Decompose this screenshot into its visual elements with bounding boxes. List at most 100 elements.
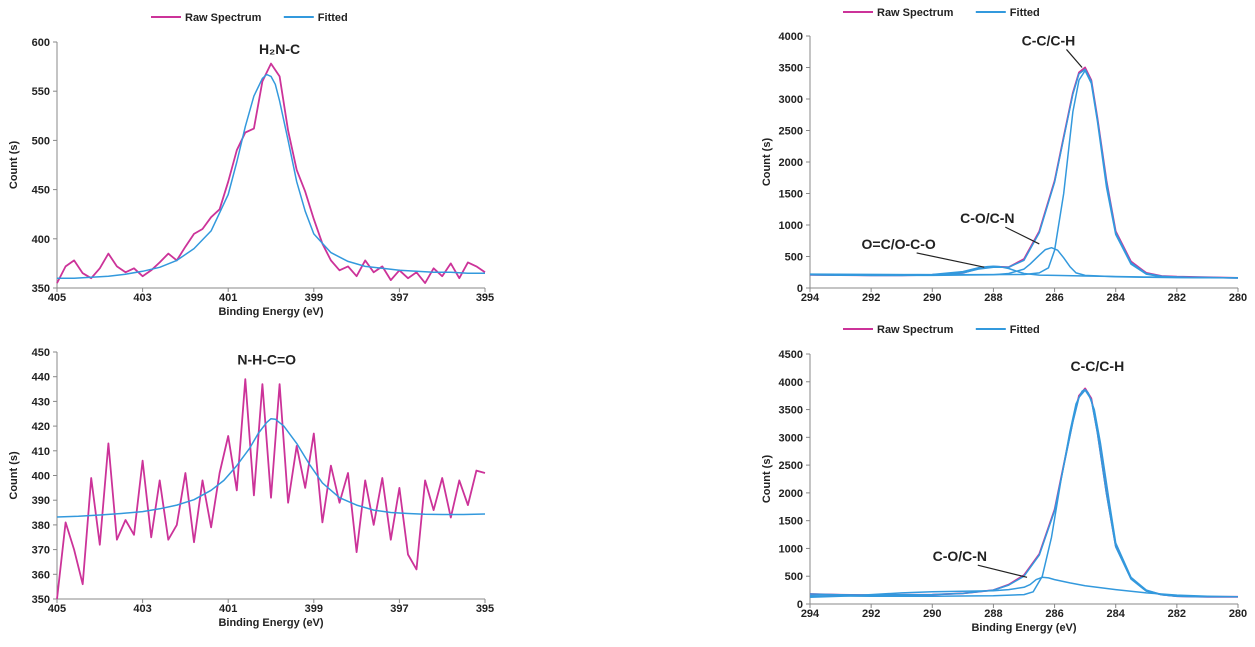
y-tick-label: 0 xyxy=(797,283,803,295)
x-tick-label: 284 xyxy=(1107,608,1126,620)
x-tick-label: 401 xyxy=(219,292,237,304)
legend-label: Fitted xyxy=(1010,324,1040,336)
x-tick-label: 401 xyxy=(219,603,237,615)
y-tick-label: 550 xyxy=(32,86,50,98)
x-tick-label: 397 xyxy=(390,603,408,615)
x-tick-label: 280 xyxy=(1229,608,1247,620)
x-tick-label: 403 xyxy=(133,603,151,615)
chart-legend: Raw Spectrum Fitted xyxy=(843,324,1040,336)
x-tick-label: 399 xyxy=(305,292,323,304)
y-tick-label: 350 xyxy=(32,283,50,295)
y-tick-label: 0 xyxy=(797,599,803,611)
series-c-o-c-n-component-line xyxy=(809,576,1239,599)
legend-label: Fitted xyxy=(318,12,348,24)
legend-label: Fitted xyxy=(1010,7,1040,19)
y-tick-label: 3500 xyxy=(779,63,803,75)
series-fitted-line xyxy=(57,73,485,279)
x-tick-label: 397 xyxy=(390,292,408,304)
x-tick-label: 290 xyxy=(923,292,941,304)
x-tick-label: 294 xyxy=(801,608,820,620)
x-tick-label: 290 xyxy=(923,608,941,620)
legend-label: Raw Spectrum xyxy=(185,12,262,24)
y-tick-label: 1500 xyxy=(779,189,803,201)
peak-annotation: C-O/C-N xyxy=(933,548,987,564)
series-raw-spectrum-line xyxy=(56,378,486,600)
annotation-pointer-line xyxy=(977,564,1028,578)
y-tick-label: 2000 xyxy=(779,157,803,169)
y-tick-label: 4000 xyxy=(779,377,803,389)
y-axis-title: Count (s) xyxy=(761,455,773,504)
y-tick-label: 390 xyxy=(32,495,50,507)
x-tick-label: 286 xyxy=(1045,608,1063,620)
chart-legend: Raw Spectrum Fitted xyxy=(843,7,1040,19)
y-tick-label: 1000 xyxy=(779,543,803,555)
y-tick-label: 2500 xyxy=(779,460,803,472)
x-axis-title: Binding Energy (eV) xyxy=(218,617,323,629)
peak-annotation: O=C/O-C-O xyxy=(862,236,936,252)
x-tick-label: 288 xyxy=(984,608,1002,620)
peak-annotation: C-C/C-H xyxy=(1071,358,1125,374)
x-tick-label: 294 xyxy=(801,292,820,304)
y-tick-label: 360 xyxy=(32,569,50,581)
y-tick-label: 430 xyxy=(32,396,50,408)
series-c-c-c-h-component-line xyxy=(809,388,1238,598)
peak-annotation: C-C/C-H xyxy=(1022,32,1076,48)
y-tick-label: 4000 xyxy=(779,31,803,43)
y-tick-label: 410 xyxy=(32,446,50,458)
y-tick-label: 400 xyxy=(32,471,50,483)
y-tick-label: 500 xyxy=(785,252,803,264)
annotation-pointer-line xyxy=(1066,49,1083,68)
series-c-c-c-h-component-line xyxy=(809,69,1239,279)
x-tick-label: 286 xyxy=(1045,292,1063,304)
y-tick-label: 500 xyxy=(785,571,803,583)
x-tick-label: 395 xyxy=(476,292,494,304)
x-tick-label: 395 xyxy=(476,603,494,615)
y-tick-label: 2000 xyxy=(779,488,803,500)
y-tick-label: 2500 xyxy=(779,126,803,138)
chart-legend: Raw Spectrum Fitted xyxy=(151,12,348,24)
y-tick-label: 420 xyxy=(32,421,50,433)
legend-label: Raw Spectrum xyxy=(877,7,954,19)
y-tick-label: 3000 xyxy=(779,94,803,106)
x-axis-title: Binding Energy (eV) xyxy=(971,622,1076,634)
series-fitted-line xyxy=(56,417,486,518)
peak-annotation: N-H-C=O xyxy=(237,351,296,367)
chart-panel-1: 350 400 450 500 550 600 405 403 401 399 397 395 Bind… xyxy=(8,12,494,318)
chart-panel-2: 0 500 1000 1500 2000 2500 3000 3500 4000 294 292 29… xyxy=(761,7,1247,304)
x-axis-title: Binding Energy (eV) xyxy=(218,306,323,318)
y-axis-title: Count (s) xyxy=(8,141,20,190)
y-tick-label: 1000 xyxy=(779,220,803,232)
y-tick-label: 400 xyxy=(32,234,50,246)
x-tick-label: 405 xyxy=(48,603,66,615)
y-axis-title: Count (s) xyxy=(761,138,773,187)
x-tick-label: 403 xyxy=(133,292,151,304)
x-tick-label: 292 xyxy=(862,292,880,304)
legend-label: Raw Spectrum xyxy=(877,324,954,336)
y-axis-title: Count (s) xyxy=(8,451,20,500)
y-tick-label: 3000 xyxy=(779,432,803,444)
y-tick-label: 1500 xyxy=(779,516,803,528)
chart-panel-3: 350 360 370 380 390 400 410 420 430 440 450 405 403 4… xyxy=(8,347,494,629)
x-tick-label: 399 xyxy=(305,603,323,615)
y-tick-label: 370 xyxy=(32,545,50,557)
peak-annotation: C-O/C-N xyxy=(960,210,1014,226)
x-tick-label: 282 xyxy=(1168,608,1186,620)
x-tick-label: 405 xyxy=(48,292,66,304)
y-tick-label: 450 xyxy=(32,347,50,359)
y-tick-label: 440 xyxy=(32,372,50,384)
series-raw-spectrum-line xyxy=(56,62,486,284)
y-tick-label: 350 xyxy=(32,594,50,606)
x-tick-label: 280 xyxy=(1229,292,1247,304)
y-tick-label: 380 xyxy=(32,520,50,532)
annotation-pointer-line xyxy=(1005,226,1040,245)
y-tick-label: 500 xyxy=(32,135,50,147)
series-o-c-o-c-o-component-line xyxy=(809,265,1239,279)
x-tick-label: 288 xyxy=(984,292,1002,304)
peak-annotation: H₂N-C xyxy=(259,41,300,57)
x-tick-label: 292 xyxy=(862,608,880,620)
y-tick-label: 450 xyxy=(32,185,50,197)
chart-panel-4: 0 500 1000 1500 2000 2500 3000 3500 4000 4500 294 2… xyxy=(761,324,1247,634)
y-tick-label: 600 xyxy=(32,37,50,49)
x-tick-label: 284 xyxy=(1107,292,1126,304)
